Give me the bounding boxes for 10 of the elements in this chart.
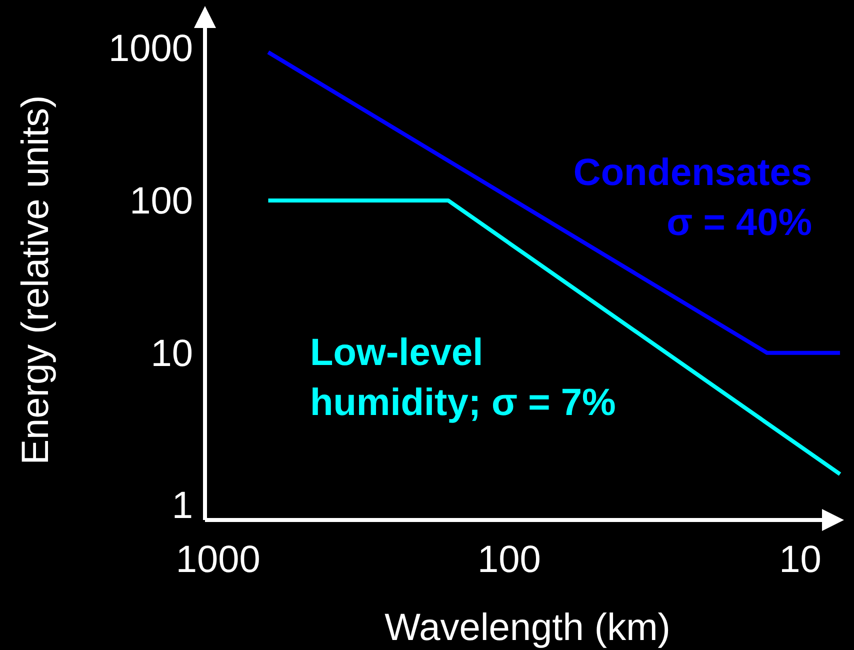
y-tick-label: 1000 — [108, 28, 193, 70]
y-tick-label: 10 — [150, 332, 193, 375]
y-tick-label: 100 — [130, 180, 193, 223]
y-tick-label: 1 — [172, 485, 193, 528]
x-tick-label: 10 — [779, 539, 822, 581]
y-axis-title: Energy (relative units) — [15, 95, 57, 465]
x-tick-label: 100 — [478, 539, 541, 581]
x-axis-title: Wavelength (km) — [384, 607, 670, 649]
series-label: Condensates σ = 40% — [573, 152, 812, 244]
series-label: Low-level humidity; σ = 7% — [310, 332, 616, 424]
